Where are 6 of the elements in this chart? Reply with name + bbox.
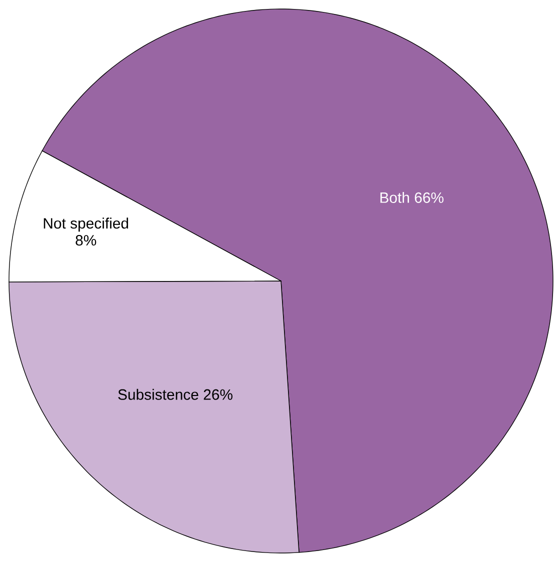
slice-label: Subsistence — [118, 388, 198, 400]
data-label: 8% — [76, 234, 96, 246]
slice-label: Both — [380, 192, 409, 203]
data-label: 66% — [414, 192, 444, 203]
data-label: 26% — [204, 389, 232, 400]
slice-label: Not specified — [44, 218, 128, 232]
